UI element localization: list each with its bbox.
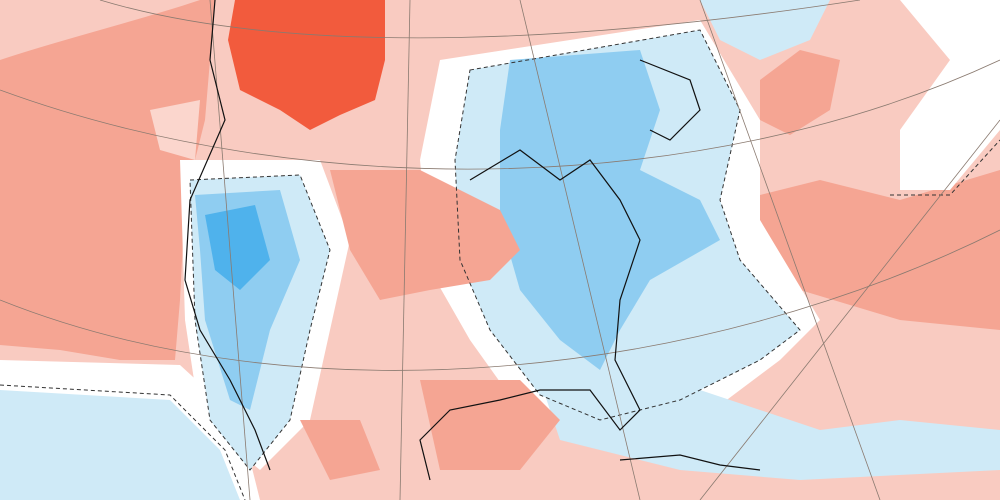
graticule [0, 59, 1000, 170]
warm-anomaly [760, 50, 840, 135]
warm-anomaly [420, 380, 560, 470]
cool-anomaly [700, 0, 830, 60]
warm-anomaly [740, 170, 1000, 330]
graticule [699, 119, 1000, 500]
cool-anomaly [500, 50, 720, 370]
contour [0, 384, 246, 500]
cool-anomaly [0, 390, 240, 500]
strong-warm-anomaly [228, 0, 385, 130]
contour [454, 29, 801, 421]
coastline [184, 0, 271, 471]
neutral-zone [900, 0, 1000, 190]
graticule [519, 0, 641, 500]
graticule [399, 0, 411, 500]
warm-anomaly [0, 0, 215, 360]
warm-anomaly [330, 170, 520, 300]
cool-anomaly [540, 380, 1000, 480]
cool-anomaly [205, 205, 270, 290]
contour [890, 139, 1000, 196]
warm-anomaly [150, 100, 200, 160]
graticule [209, 0, 251, 500]
coastline [639, 59, 701, 141]
graticule [0, 229, 1000, 371]
coastline [419, 149, 641, 481]
graticule [99, 0, 861, 39]
coastline [619, 454, 761, 471]
warm-anomaly [300, 420, 380, 480]
contour [189, 174, 331, 471]
graticule [699, 0, 881, 500]
